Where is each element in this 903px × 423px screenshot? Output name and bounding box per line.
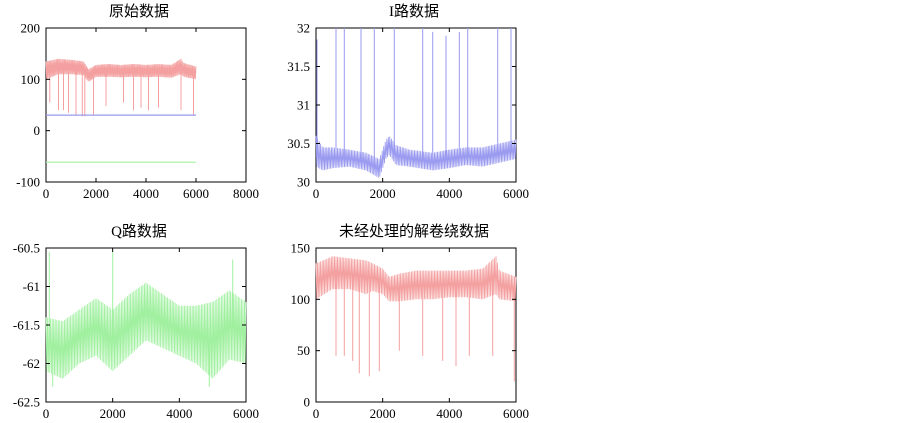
x-tick-label: 0: [313, 186, 320, 201]
series-line: [45, 282, 247, 379]
y-tick-label: 32: [297, 21, 310, 36]
x-tick-label: 4000: [436, 186, 462, 201]
series-line: [315, 135, 517, 178]
y-tick-label: -60.5: [13, 241, 40, 256]
y-tick-label: -62: [23, 356, 40, 371]
x-tick-label: 2000: [370, 186, 396, 201]
panel-i-data: I路数据 0 2000 4000 6000 30 30.5 31 31.5 32: [287, 3, 529, 201]
y-tick-label: -62.5: [13, 395, 40, 410]
x-tick-label: 2000: [370, 406, 396, 421]
x-tick-label: 6000: [233, 406, 259, 421]
series-trend-line: [315, 142, 517, 172]
y-tick-label: 100: [21, 72, 41, 87]
x-tick-label: 6000: [503, 406, 529, 421]
x-tick-label: 8000: [233, 186, 259, 201]
plot-frame: [45, 247, 247, 403]
y-tick-label: -61: [23, 279, 40, 294]
y-tick-label: 31.5: [287, 59, 310, 74]
y-tick-label: 0: [34, 123, 41, 138]
panel-title: 未经处理的解卷绕数据: [339, 223, 489, 240]
series-line: [315, 256, 517, 302]
panel-q-data: Q路数据 0 2000 4000 6000 -62.5 -62 -61.5 -61 -60.5: [13, 223, 259, 421]
y-tick-label: 50: [297, 343, 310, 358]
y-tick-label: 0: [304, 395, 311, 410]
y-tick-label: -100: [16, 175, 40, 190]
x-tick-label: 2000: [83, 186, 109, 201]
panel-title: 原始数据: [109, 3, 169, 20]
ticks-layer: 0 2000 4000 6000 30 30.5 31 31.5 32: [287, 21, 529, 202]
series-trend-line: [45, 66, 197, 78]
series-trend-line: [45, 308, 247, 349]
x-tick-label: 4000: [166, 406, 192, 421]
series-layer: [45, 58, 197, 163]
y-tick-label: 30.5: [287, 136, 310, 151]
y-tick-label: 30: [297, 175, 310, 190]
x-tick-label: 0: [43, 406, 50, 421]
series-layer: [315, 256, 517, 382]
series-line: [45, 58, 197, 82]
y-tick-label: 31: [297, 98, 310, 113]
panel-title: Q路数据: [111, 223, 167, 240]
series-trend-line: [315, 273, 517, 290]
panel-unwrapped-data: 未经处理的解卷绕数据 0 2000 4000 6000 0 50 100 150: [291, 223, 530, 421]
x-tick-label: 0: [43, 186, 50, 201]
ticks-layer: 0 2000 4000 6000 -62.5 -62 -61.5 -61 -60.5: [13, 241, 259, 422]
ticks-layer: 0 2000 4000 6000 0 50 100 150: [291, 241, 530, 422]
y-tick-label: 150: [291, 241, 311, 256]
y-tick-label: 100: [291, 292, 311, 307]
x-tick-label: 4000: [133, 186, 159, 201]
x-tick-label: 0: [313, 406, 320, 421]
x-tick-label: 6000: [183, 186, 209, 201]
y-tick-label: 200: [21, 21, 41, 36]
x-tick-label: 2000: [100, 406, 126, 421]
plot-frame: [315, 247, 517, 403]
series-layer: [315, 28, 517, 178]
series-layer: [45, 251, 247, 387]
panel-title: I路数据: [389, 3, 439, 20]
x-tick-label: 6000: [503, 186, 529, 201]
x-tick-label: 4000: [436, 406, 462, 421]
y-tick-label: -61.5: [13, 318, 40, 333]
